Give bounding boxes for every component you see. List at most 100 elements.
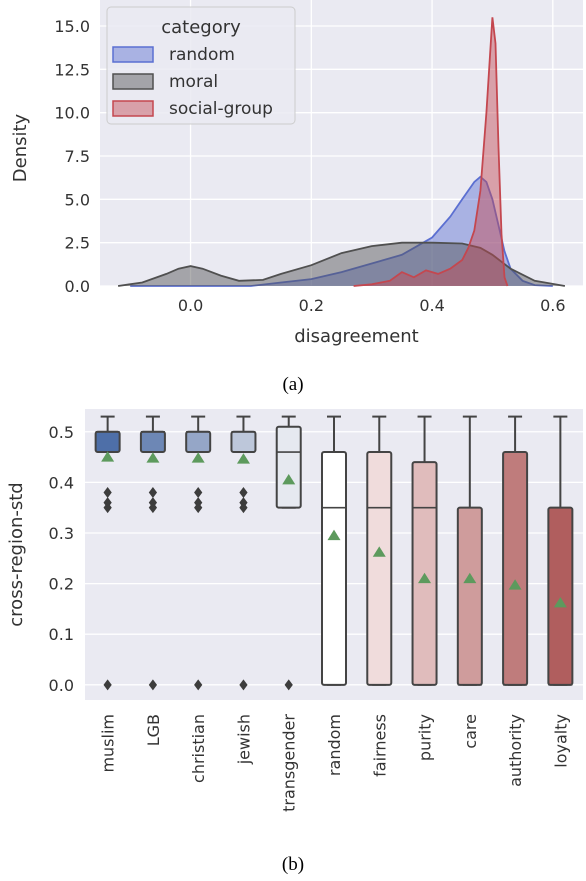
box-muslim xyxy=(94,415,121,691)
y-tick-label: 0.0 xyxy=(49,676,74,695)
mean-marker xyxy=(191,452,205,463)
legend-swatch-random xyxy=(112,46,154,63)
category-label-LGB: LGB xyxy=(144,714,163,746)
outlier-point xyxy=(148,502,158,514)
category-label-random: random xyxy=(325,714,344,776)
legend-title: category xyxy=(161,17,241,38)
box-care xyxy=(456,415,483,686)
mean-marker xyxy=(418,572,432,584)
y-tick-label: 0.2 xyxy=(49,575,74,594)
box-y-tick-labels: 0.0 0.1 0.2 0.3 0.4 0.5 xyxy=(49,423,74,695)
box-body xyxy=(275,425,302,509)
caption-b: (b) xyxy=(282,854,304,875)
box-authority xyxy=(502,415,529,686)
density-legend: category random moral social-group xyxy=(106,6,296,125)
density-x-axis-label: disagreement xyxy=(294,326,419,347)
category-label-transgender: transgender xyxy=(280,714,299,812)
density-y-tick-labels: 0.0 2.5 5.0 7.5 10.0 12.5 15.0 xyxy=(54,17,90,296)
legend-label-random: random xyxy=(169,45,235,65)
legend-label-social-group: social-group xyxy=(169,99,273,119)
box-purity xyxy=(411,415,438,686)
density-area-moral xyxy=(118,242,565,286)
box-series xyxy=(94,415,574,691)
outlier-point xyxy=(194,679,203,691)
box-body xyxy=(456,506,483,686)
outlier-point xyxy=(194,502,203,514)
y-tick-label: 0.3 xyxy=(49,524,74,543)
outlier-point xyxy=(148,679,158,691)
mean-marker xyxy=(101,451,115,462)
density-series xyxy=(117,17,566,287)
density-line-moral xyxy=(117,241,566,287)
legend-swatch-social-group xyxy=(112,100,154,117)
legend-entries: random moral social-group xyxy=(112,45,273,119)
mean-marker xyxy=(463,572,477,584)
density-y-axis-label: Density xyxy=(10,113,31,182)
x-tick-label: 0.0 xyxy=(178,296,203,315)
box-LGB xyxy=(139,415,166,691)
box-christian xyxy=(185,415,212,691)
y-tick-label: 0.4 xyxy=(49,473,74,492)
density-plot: 0.0 0.2 0.4 0.6 0.0 2.5 5.0 7.5 10.0 12.5 15.0 di… xyxy=(10,0,583,395)
x-tick-label: 0.4 xyxy=(419,296,444,315)
box-transgender xyxy=(275,415,302,691)
legend-label-moral: moral xyxy=(169,72,218,92)
box-body xyxy=(94,430,121,454)
outlier-point xyxy=(284,679,293,691)
mean-marker xyxy=(146,452,160,463)
y-tick-label: 7.5 xyxy=(65,147,90,166)
caption-a: (a) xyxy=(282,374,303,395)
outlier-point xyxy=(194,487,203,499)
category-label-jewish: jewish xyxy=(234,714,253,765)
box-body xyxy=(230,430,257,454)
outlier-point xyxy=(103,679,112,691)
box-category-labels: muslim LGB christian jewish transgender rando… xyxy=(99,714,571,812)
mean-marker xyxy=(236,453,250,464)
y-tick-label: 15.0 xyxy=(54,17,90,36)
category-label-purity: purity xyxy=(416,714,435,761)
density-line-random xyxy=(130,175,553,287)
box-plot: 0.0 0.1 0.2 0.3 0.4 0.5 muslim LGB christian jew… xyxy=(6,409,583,875)
mean-marker xyxy=(508,579,522,590)
box-random xyxy=(321,415,347,686)
density-line-social-group xyxy=(353,17,509,287)
mean-marker xyxy=(327,529,341,541)
y-tick-label: 0.5 xyxy=(49,423,74,442)
x-tick-label: 0.2 xyxy=(299,296,324,315)
x-tick-label: 0.6 xyxy=(540,296,565,315)
box-body xyxy=(139,430,166,454)
outlier-point xyxy=(239,679,248,691)
category-label-care: care xyxy=(461,714,480,749)
category-label-authority: authority xyxy=(506,714,525,787)
outlier-point xyxy=(103,487,112,499)
box-loyalty xyxy=(547,415,574,686)
box-y-axis-label: cross-region-std xyxy=(6,482,27,626)
outlier-point xyxy=(239,502,248,514)
category-label-loyalty: loyalty xyxy=(551,714,570,768)
category-label-christian: christian xyxy=(189,714,208,783)
y-tick-label: 0.0 xyxy=(65,277,90,296)
box-fairness xyxy=(366,415,393,686)
box-jewish xyxy=(230,415,257,691)
box-body xyxy=(321,451,347,686)
outlier-point xyxy=(239,487,248,499)
density-area-random xyxy=(130,176,553,286)
outlier-point xyxy=(103,502,112,514)
legend-swatch-moral xyxy=(112,73,154,90)
y-tick-label: 0.1 xyxy=(49,625,74,644)
mean-marker xyxy=(372,546,386,557)
category-label-fairness: fairness xyxy=(370,714,389,777)
box-body xyxy=(547,506,574,686)
box-body xyxy=(366,451,393,686)
mean-marker xyxy=(553,596,567,608)
mean-marker xyxy=(282,474,296,485)
y-tick-label: 10.0 xyxy=(54,104,90,123)
y-tick-label: 5.0 xyxy=(65,190,90,209)
box-body xyxy=(185,430,212,454)
y-tick-label: 12.5 xyxy=(54,60,90,79)
density-x-tick-labels: 0.0 0.2 0.4 0.6 xyxy=(178,296,566,315)
category-label-muslim: muslim xyxy=(99,714,118,773)
density-area-social-group xyxy=(353,17,508,287)
y-tick-label: 2.5 xyxy=(65,234,90,253)
